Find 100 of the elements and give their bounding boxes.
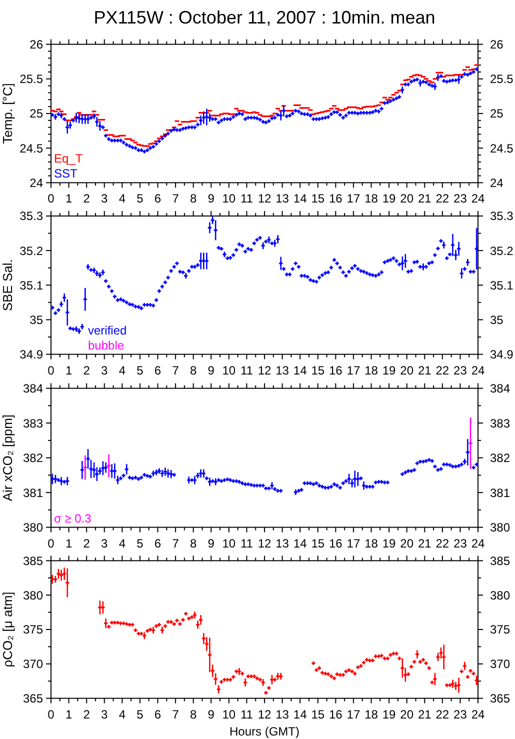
y2-tick-label: 26 — [490, 38, 504, 52]
x-tick-label: 2 — [83, 363, 90, 378]
y-axis-title: Air xCO₂ [ppm] — [0, 414, 15, 502]
legend-label: bubble — [88, 338, 124, 352]
x-tick-label: 22 — [436, 707, 450, 722]
x-tick-label: 18 — [364, 192, 378, 206]
x-tick-label: 13 — [276, 192, 290, 206]
x-tick-label: 10 — [222, 707, 236, 722]
x-tick-label: 4 — [118, 192, 126, 206]
x-tick-label: 18 — [364, 363, 378, 378]
y-tick-label: 35.1 — [20, 278, 44, 292]
x-tick-label: 2 — [83, 707, 90, 722]
x-tick-label: 17 — [346, 192, 360, 206]
x-tick-label: 1 — [65, 536, 72, 550]
x-tick-label: 6 — [154, 536, 162, 550]
y2-tick-label: 35.1 — [490, 278, 514, 292]
x-tick-label: 5 — [136, 363, 144, 378]
x-tick-label: 5 — [136, 707, 144, 722]
x-tick-label: 20 — [400, 363, 414, 378]
x-tick-label: 14 — [293, 192, 308, 206]
x-tick-label: 7 — [172, 363, 180, 378]
x-tick-label: 0 — [48, 192, 55, 206]
x-tick-label: 4 — [118, 536, 126, 550]
y-tick-label: 382 — [22, 451, 44, 465]
x-tick-label: 22 — [436, 192, 450, 206]
y2-tick-label: 370 — [490, 657, 510, 672]
x-tick-label: 10 — [222, 536, 236, 550]
x-tick-label: 3 — [101, 536, 108, 550]
text: Eq_T — [54, 152, 84, 166]
y-tick-label: 365 — [22, 692, 44, 706]
x-tick-label: 17 — [346, 707, 360, 722]
x-tick-label: 6 — [154, 192, 162, 206]
y2-tick-label: 380 — [490, 520, 510, 534]
y2-tick-label: 383 — [490, 416, 510, 430]
x-tick-label: 12 — [258, 192, 272, 206]
y-tick-label: 24.5 — [20, 141, 44, 156]
chart-title: PX115W : October 11, 2007 : 10min. mean — [94, 7, 436, 28]
x-tick-label: 1 — [65, 192, 72, 206]
x-tick-label: 23 — [454, 536, 468, 550]
y2-tick-label: 25.5 — [490, 72, 514, 86]
y2-tick-label: 35 — [490, 312, 504, 327]
x-tick-label: 20 — [400, 192, 414, 206]
y-tick-label: 34.9 — [20, 348, 44, 362]
x-tick-label: 1 — [65, 363, 72, 378]
x-tick-label: 22 — [436, 363, 450, 378]
x-tick-label: 15 — [311, 192, 325, 206]
x-tick-label: 8 — [190, 363, 197, 378]
y-tick-label: 381 — [22, 486, 44, 500]
x-tick-label: 3 — [101, 363, 108, 378]
x-tick-label: 12 — [258, 707, 272, 722]
x-tick-label: 21 — [418, 192, 432, 206]
y-tick-label: 25.5 — [20, 72, 44, 86]
x-tick-label: 15 — [311, 363, 325, 378]
x-axis-title: Hours (GMT) — [230, 724, 300, 738]
y-tick-label: 384 — [22, 382, 44, 396]
x-tick-label: 23 — [454, 192, 468, 206]
x-tick-label: 3 — [101, 707, 108, 722]
x-tick-label: 24 — [471, 192, 485, 206]
y2-tick-label: 380 — [490, 588, 510, 602]
x-tick-label: 21 — [418, 707, 432, 722]
y-tick-label: 383 — [22, 416, 44, 430]
x-tick-label: 6 — [154, 363, 162, 378]
x-tick-label: 9 — [208, 363, 215, 378]
x-tick-label: 16 — [328, 363, 343, 378]
x-tick-label: 11 — [240, 363, 254, 378]
y-tick-label: 385 — [22, 554, 44, 568]
x-tick-label: 4 — [118, 707, 126, 722]
y2-tick-label: 385 — [490, 554, 510, 568]
y-tick-label: 380 — [22, 520, 44, 534]
x-tick-label: 20 — [400, 536, 414, 550]
text: σ ≥ 0.3 — [54, 511, 92, 526]
y2-tick-label: 25 — [490, 106, 504, 121]
x-tick-label: 1 — [65, 707, 72, 722]
x-tick-label: 18 — [364, 536, 378, 550]
x-tick-label: 7 — [172, 707, 180, 722]
x-tick-label: 2 — [83, 536, 90, 550]
x-tick-label: 9 — [208, 707, 215, 722]
x-tick-label: 14 — [293, 536, 308, 550]
x-tick-label: 7 — [172, 536, 180, 550]
x-tick-label: 19 — [382, 707, 396, 722]
y-tick-label: 370 — [22, 657, 44, 672]
x-tick-label: 2 — [83, 192, 90, 206]
y-tick-label: 24 — [30, 176, 44, 190]
text: SST — [54, 166, 78, 181]
x-tick-label: 0 — [48, 707, 55, 722]
y2-tick-label: 382 — [490, 451, 510, 465]
x-tick-label: 19 — [382, 363, 396, 378]
x-tick-label: 18 — [364, 707, 378, 722]
x-tick-label: 11 — [240, 192, 254, 206]
y-tick-label: 26 — [30, 38, 44, 52]
x-tick-label: 6 — [154, 707, 162, 722]
y-tick-label: 380 — [22, 588, 44, 602]
x-tick-label: 24 — [471, 363, 485, 378]
x-tick-label: 11 — [240, 707, 254, 722]
x-tick-label: 23 — [454, 363, 468, 378]
x-tick-label: 0 — [48, 536, 55, 550]
y2-tick-label: 365 — [490, 692, 510, 706]
x-tick-label: 8 — [190, 192, 197, 206]
x-tick-label: 7 — [172, 192, 180, 206]
y2-tick-label: 381 — [490, 486, 510, 500]
